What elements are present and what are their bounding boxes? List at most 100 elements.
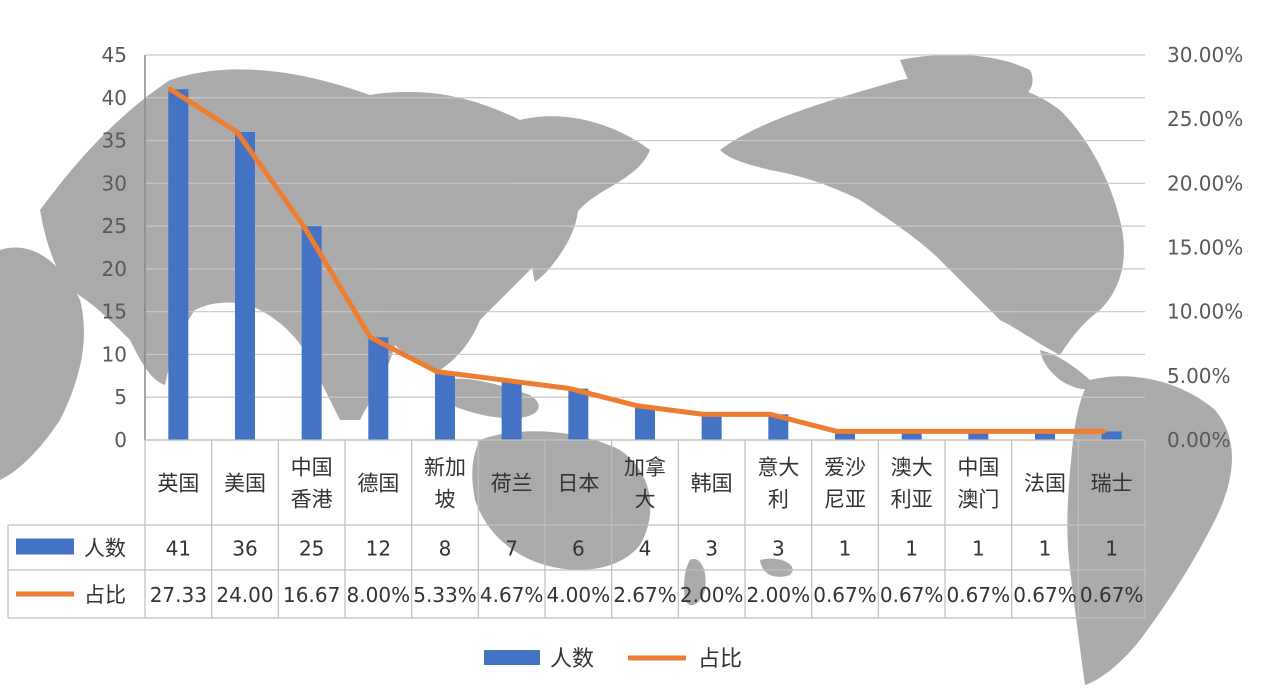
category-label: 新加 (424, 456, 466, 480)
category-label: 坡 (435, 488, 456, 512)
table-cell: 1 (1039, 537, 1052, 561)
map-south-america (1067, 376, 1232, 685)
bar (1101, 431, 1122, 440)
map-north-america (720, 76, 1124, 355)
bar (768, 414, 789, 440)
table-cell: 1 (972, 537, 985, 561)
bar (835, 431, 855, 440)
y-right-tick-label: 20.00% (1167, 171, 1243, 195)
category-label: 日本 (557, 472, 599, 496)
data-table: 英国 美国中国香港德国新加坡荷兰 日本加拿大韩国意大利爱沙尼亚澳大利亚中国澳门法国瑞… (7, 439, 1146, 619)
bar-series (168, 89, 1122, 440)
bar (301, 226, 322, 440)
y-right-tick-label: 15.00% (1167, 236, 1243, 260)
map-africa (0, 247, 84, 480)
table-cell: 27.33 (150, 583, 207, 607)
y-left-tick-label: 40 (102, 86, 127, 110)
category-label: 利亚 (891, 488, 933, 512)
row-header: 人数 (84, 537, 126, 561)
table-cell: 25 (299, 537, 324, 561)
y-right-tick-label: 10.00% (1167, 300, 1243, 324)
world-map-background (0, 54, 1232, 685)
category-label: 英国 (157, 472, 199, 496)
y-left-tick-label: 45 (102, 43, 127, 67)
table-cell: 8 (439, 537, 452, 561)
table-cell: 4 (639, 537, 652, 561)
y-axis-left: 0 5 10 15 20 25 30 35 40 45 (102, 43, 146, 452)
table-cell: 4.00% (547, 583, 611, 607)
table-cell: 1 (839, 537, 852, 561)
legend-key-bar (484, 650, 540, 665)
category-label: 大 (635, 488, 656, 512)
category-label: 法国 (1024, 472, 1066, 496)
map-eurasia-west (40, 69, 650, 421)
y-left-tick-label: 30 (102, 171, 127, 195)
bar (1035, 431, 1055, 440)
y-left-tick-label: 5 (114, 385, 127, 409)
y-right-tick-label: 0.00% (1167, 428, 1231, 452)
bar (235, 132, 255, 440)
y-left-tick-label: 25 (102, 214, 127, 238)
table-cell: 0.67% (1013, 583, 1077, 607)
category-label: 中国 (957, 456, 999, 480)
y-axis-right: 0.00% 5.00% 10.00% 15.00% 20.00% 25.00% 30.00% (1167, 43, 1243, 452)
bar (568, 388, 589, 440)
table-cell: 7 (505, 537, 518, 561)
category-label: 利 (768, 488, 789, 512)
legend: 人数 占比 (484, 647, 742, 672)
table-cell: 0.67% (1080, 583, 1144, 607)
table-cell: 2.00% (680, 583, 744, 607)
table-cell: 3 (705, 537, 718, 561)
category-label: 韩国 (691, 472, 733, 496)
category-label: 爱沙 (824, 456, 866, 480)
bar (901, 431, 922, 440)
y-left-tick-label: 20 (102, 257, 127, 281)
y-left-tick-label: 10 (102, 342, 127, 366)
bar (501, 380, 522, 440)
table-cell: 0.67% (947, 583, 1011, 607)
table-cell: 36 (232, 537, 257, 561)
map-australia (472, 431, 651, 570)
table-cell: 1 (905, 537, 918, 561)
table-cell: 2.00% (747, 583, 811, 607)
map-japan (532, 190, 579, 282)
category-label: 加拿 (624, 456, 666, 480)
table-cell: 41 (166, 537, 191, 561)
category-label: 尼亚 (824, 488, 866, 512)
category-label: 中国 (291, 456, 333, 480)
bar (368, 337, 389, 440)
table-cell: 8.00% (347, 583, 411, 607)
y-right-tick-label: 25.00% (1167, 107, 1243, 131)
table-cell: 24.00 (216, 583, 273, 607)
category-label: 香港 (291, 488, 333, 512)
bar (435, 371, 455, 440)
map-southern-islands (760, 558, 793, 577)
table-cell: 6 (572, 537, 585, 561)
y-left-tick-label: 15 (102, 300, 127, 324)
bar (968, 431, 989, 440)
category-label: 德国 (357, 472, 399, 496)
category-label: 意大 (757, 456, 799, 480)
table-cell: 3 (772, 537, 785, 561)
category-label: 瑞士 (1091, 472, 1133, 496)
line-series (167, 86, 1107, 434)
y-left-tick-label: 0 (114, 428, 127, 452)
bar (701, 414, 722, 440)
y-left-tick-label: 35 (102, 129, 127, 153)
category-label: 美国 (224, 472, 266, 496)
table-cell: 16.67 (283, 583, 340, 607)
category-label: 澳大 (891, 456, 933, 480)
table-cell: 4.67% (480, 583, 544, 607)
table-cell: 12 (366, 537, 391, 561)
table-cell: 2.67% (613, 583, 677, 607)
legend-label: 占比 (698, 647, 742, 672)
table-cell: 5.33% (413, 583, 477, 607)
table-cell: 1 (1105, 537, 1118, 561)
row-header: 占比 (84, 583, 126, 607)
category-label: 荷兰 (491, 472, 533, 496)
legend-label: 人数 (550, 647, 594, 672)
row-key-bar (16, 538, 74, 555)
y-right-tick-label: 30.00% (1167, 43, 1243, 67)
